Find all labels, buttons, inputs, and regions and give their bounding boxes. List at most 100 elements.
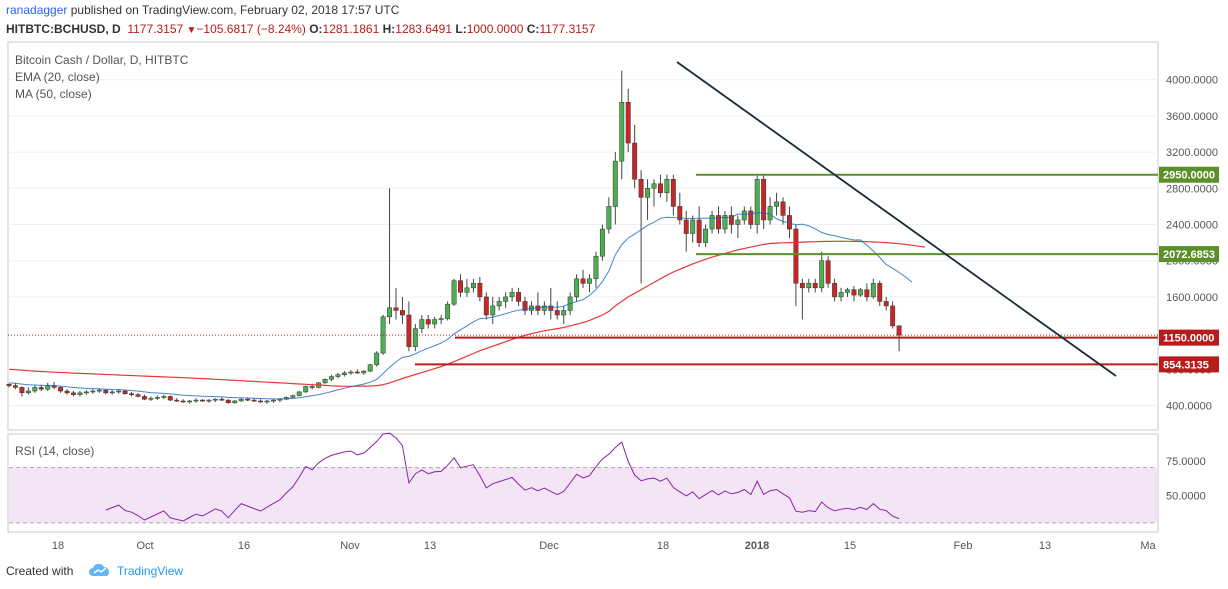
candle-down — [58, 387, 64, 392]
candle-down — [245, 398, 251, 401]
candle-up — [387, 307, 393, 318]
candle-down — [225, 399, 231, 404]
close-label: C: — [526, 22, 540, 36]
candle-down — [219, 398, 225, 401]
candle-up — [83, 391, 89, 394]
candle-up — [238, 398, 244, 402]
rsi-tick-label: 75.0000 — [1166, 456, 1206, 468]
candle-up — [271, 399, 276, 402]
candle-down — [64, 390, 70, 394]
rsi-line — [105, 432, 900, 522]
candle-up — [651, 183, 657, 189]
time-tick-label: 15 — [844, 540, 856, 552]
rsi-indicator: 75.0000 50.0000 — [9, 432, 1206, 524]
candle-up — [109, 391, 115, 394]
candle-down — [812, 283, 818, 289]
candle-down — [799, 283, 805, 289]
time-axis[interactable]: 18 Oct 16 Nov 13 Dec 18 2018 15 Feb 13 Ma — [52, 540, 1157, 552]
price-pane — [7, 41, 1159, 431]
level-label-bg — [1159, 356, 1219, 373]
candle-up — [722, 215, 728, 230]
price-tick-label: 1600.0000 — [1166, 292, 1218, 304]
rsi-tick-label: 50.0000 — [1166, 490, 1206, 502]
candle-down — [864, 289, 870, 298]
candle-up — [154, 397, 160, 399]
grid — [8, 79, 1158, 406]
price-tick-label: 3600.0000 — [1166, 111, 1218, 123]
candle-up — [116, 390, 122, 393]
candle-up — [232, 400, 238, 404]
candle-up — [161, 396, 167, 398]
candle-down — [406, 314, 412, 347]
candle-up — [612, 160, 618, 207]
candle-up — [348, 371, 354, 374]
level-label: 2950.0000 — [1163, 170, 1215, 182]
candle-up — [32, 387, 38, 392]
time-tick-label: 16 — [238, 540, 250, 552]
candle-down — [167, 396, 173, 401]
candle-up — [445, 303, 451, 319]
time-tick-label: Dec — [539, 540, 559, 552]
author-link[interactable]: ranadagger — [6, 3, 68, 17]
time-tick-label: 18 — [657, 540, 669, 552]
level-label: 1150.0000 — [1163, 333, 1214, 345]
candle-down — [6, 383, 12, 386]
candle-down — [393, 307, 399, 311]
time-tick-label: Feb — [954, 540, 973, 552]
candle-up — [303, 386, 309, 393]
candle-down — [458, 280, 463, 293]
candle-down — [180, 400, 186, 403]
price-tick-label: 2400.0000 — [1166, 220, 1218, 232]
price-chart[interactable]: 4000.0000 3600.0000 3200.0000 2800.0000 2400… — [0, 40, 1228, 558]
candle-up — [264, 400, 270, 403]
tradingview-cloud-icon — [89, 563, 109, 576]
candle-down — [658, 183, 663, 194]
overlays — [8, 61, 1158, 400]
publish-line: ranadagger published on TradingView.com,… — [6, 3, 399, 17]
down-arrow-icon: ▼ — [186, 25, 197, 36]
candle-up — [619, 102, 625, 162]
candle-up — [561, 310, 567, 316]
candle-down — [780, 201, 786, 216]
candle-up — [148, 398, 154, 400]
candle-down — [793, 228, 799, 284]
time-tick-label: 13 — [424, 540, 436, 552]
candle-up — [296, 391, 302, 396]
candle-up — [470, 283, 476, 289]
candle-up — [451, 280, 457, 305]
time-tick-label: 18 — [52, 540, 64, 552]
candle-up — [329, 376, 334, 380]
candle-up — [412, 328, 418, 347]
price-tick-label: 4000.0000 — [1166, 75, 1218, 87]
tradingview-link[interactable]: TradingView — [117, 564, 184, 578]
candle-down — [174, 399, 180, 402]
candle-down — [103, 389, 109, 394]
candle-down — [896, 325, 902, 336]
header: ranadagger published on TradingView.com,… — [0, 0, 1228, 40]
candle-up — [806, 283, 812, 289]
candle-down — [683, 219, 689, 234]
candle-down — [142, 396, 147, 400]
candle-up — [664, 179, 670, 194]
candle-down — [309, 386, 315, 388]
candle-up — [690, 219, 696, 234]
last-price: 1177.3157 — [127, 22, 184, 36]
candle-up — [496, 301, 502, 307]
candle-up — [587, 278, 592, 284]
candle-down — [425, 319, 431, 325]
published-text: published on TradingView.com, February 0… — [70, 3, 400, 17]
candle-up — [206, 399, 212, 402]
price-tick-label: 3200.0000 — [1166, 147, 1218, 159]
candle-up — [703, 228, 709, 243]
candle-down — [638, 179, 644, 198]
ohlc-line: HITBTC:BCHUSD, D 1177.3157 ▼−105.6817 (−… — [6, 22, 595, 36]
candle-down — [522, 301, 528, 311]
price-axis[interactable]: 4000.0000 3600.0000 3200.0000 2800.0000 2400… — [1159, 75, 1219, 413]
ema-legend: EMA (20, close) — [15, 70, 100, 84]
candle-up — [25, 390, 31, 394]
ema-line — [8, 212, 913, 400]
low-label: L: — [455, 22, 467, 36]
candle-up — [187, 400, 193, 403]
candle-up — [322, 379, 328, 384]
candle-up — [767, 206, 773, 221]
